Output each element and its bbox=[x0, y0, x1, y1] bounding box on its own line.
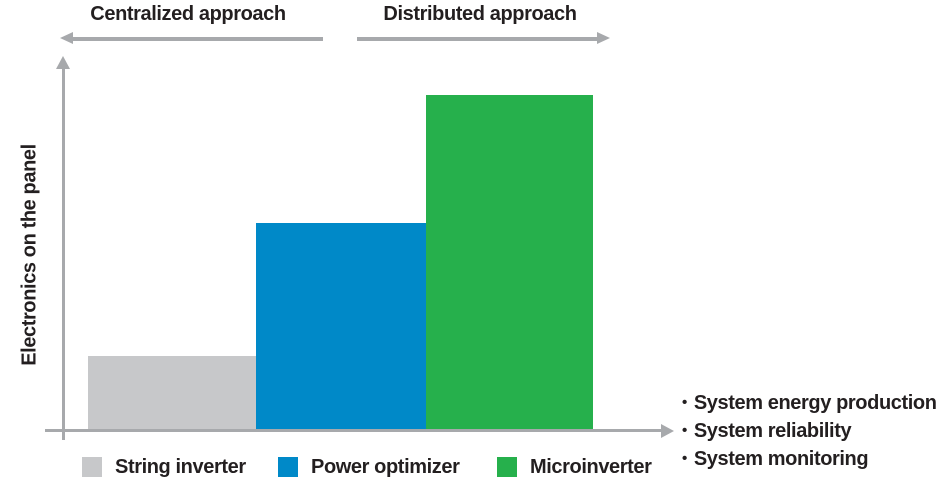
legend-label: Microinverter bbox=[530, 455, 652, 478]
x-axis-arrow-right-icon bbox=[661, 423, 674, 438]
legend-item-power-optimizer: Power optimizer bbox=[278, 455, 460, 478]
y-axis-arrow-up-icon bbox=[56, 56, 70, 69]
bar-microinverter bbox=[426, 95, 593, 429]
bar-string-inverter bbox=[88, 356, 256, 429]
x-axis bbox=[45, 429, 662, 432]
legend-label: Power optimizer bbox=[311, 455, 460, 478]
centralized-approach-arrow bbox=[60, 32, 323, 45]
distributed-approach-label: Distributed approach bbox=[383, 3, 577, 25]
legend-item-microinverter: Microinverter bbox=[497, 456, 652, 478]
string-inverter-swatch-icon bbox=[82, 457, 102, 477]
distributed-approach-arrow bbox=[357, 32, 610, 45]
legend-label: String inverter bbox=[115, 455, 246, 478]
list-item-label: System energy production bbox=[693, 392, 936, 414]
bullet-icon: • bbox=[682, 422, 687, 439]
arrow-left-icon bbox=[60, 32, 73, 44]
list-item: • System energy production bbox=[682, 390, 936, 418]
list-item: • System reliability bbox=[682, 418, 936, 446]
centralized-approach-label: Centralized approach bbox=[90, 3, 286, 25]
legend-item-string-inverter: String inverter bbox=[82, 456, 246, 478]
arrow-right-icon bbox=[597, 32, 610, 44]
plot-area bbox=[0, 62, 936, 429]
bullet-icon: • bbox=[682, 394, 687, 411]
power-optimizer-swatch-icon bbox=[278, 457, 298, 477]
bar-power-optimizer bbox=[256, 223, 426, 429]
list-item-label: System reliability bbox=[693, 420, 852, 442]
arrow-shaft bbox=[357, 37, 598, 41]
system-benefits-list: • System energy production • System reliab… bbox=[682, 390, 936, 474]
y-axis bbox=[62, 68, 65, 440]
list-item: • System monitoring bbox=[682, 446, 936, 474]
microinverter-swatch-icon bbox=[497, 457, 517, 477]
bullet-icon: • bbox=[682, 450, 687, 467]
list-item-label: System monitoring bbox=[693, 448, 869, 470]
arrow-shaft bbox=[71, 37, 323, 41]
